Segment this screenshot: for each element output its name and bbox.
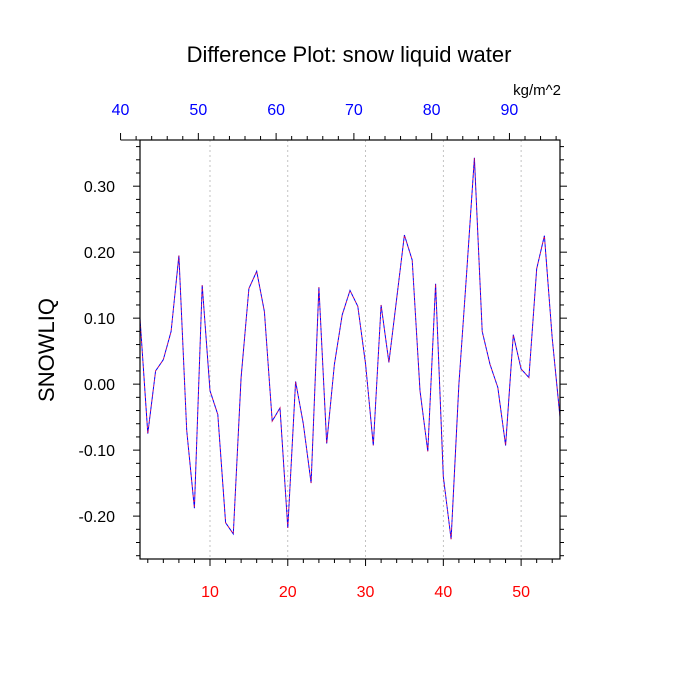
data-series-line-series_b [139,157,561,540]
y-tick-label: 0.20 [84,245,115,262]
top-axis-label: 60 [267,102,285,119]
top-axis-label: 70 [345,102,363,119]
grid-layer [209,140,522,559]
y-tick-label: 0.10 [84,311,115,328]
top-axis-label: 90 [501,102,519,119]
units-label: kg/m^2 [513,82,561,99]
bottom-axis-label: 20 [279,584,297,601]
data-series-line-series_a [139,157,561,540]
top-axis-label: 40 [112,102,130,119]
y-tick-label: 0.30 [84,179,115,196]
top-axis-label: 80 [423,102,441,119]
y-tick-label: -0.20 [79,509,116,526]
tick-layer [120,133,567,566]
y-tick-label: 0.00 [84,377,115,394]
label-layer: -0.20 -0.10 0.00 0.10 0.20 0.30 10 20 30 40 50 40 50… [79,102,531,601]
y-axis-label: SNOWLIQ [34,298,59,402]
bottom-axis-label: 40 [434,584,452,601]
chart-title: Difference Plot: snow liquid water [187,42,512,67]
plot-frame [139,139,561,560]
top-axis-label: 50 [189,102,207,119]
bottom-axis-label: 50 [512,584,530,601]
series-layer [139,157,561,540]
bottom-axis-label: 10 [201,584,219,601]
y-tick-label: -0.10 [79,443,116,460]
bottom-axis-label: 30 [357,584,375,601]
